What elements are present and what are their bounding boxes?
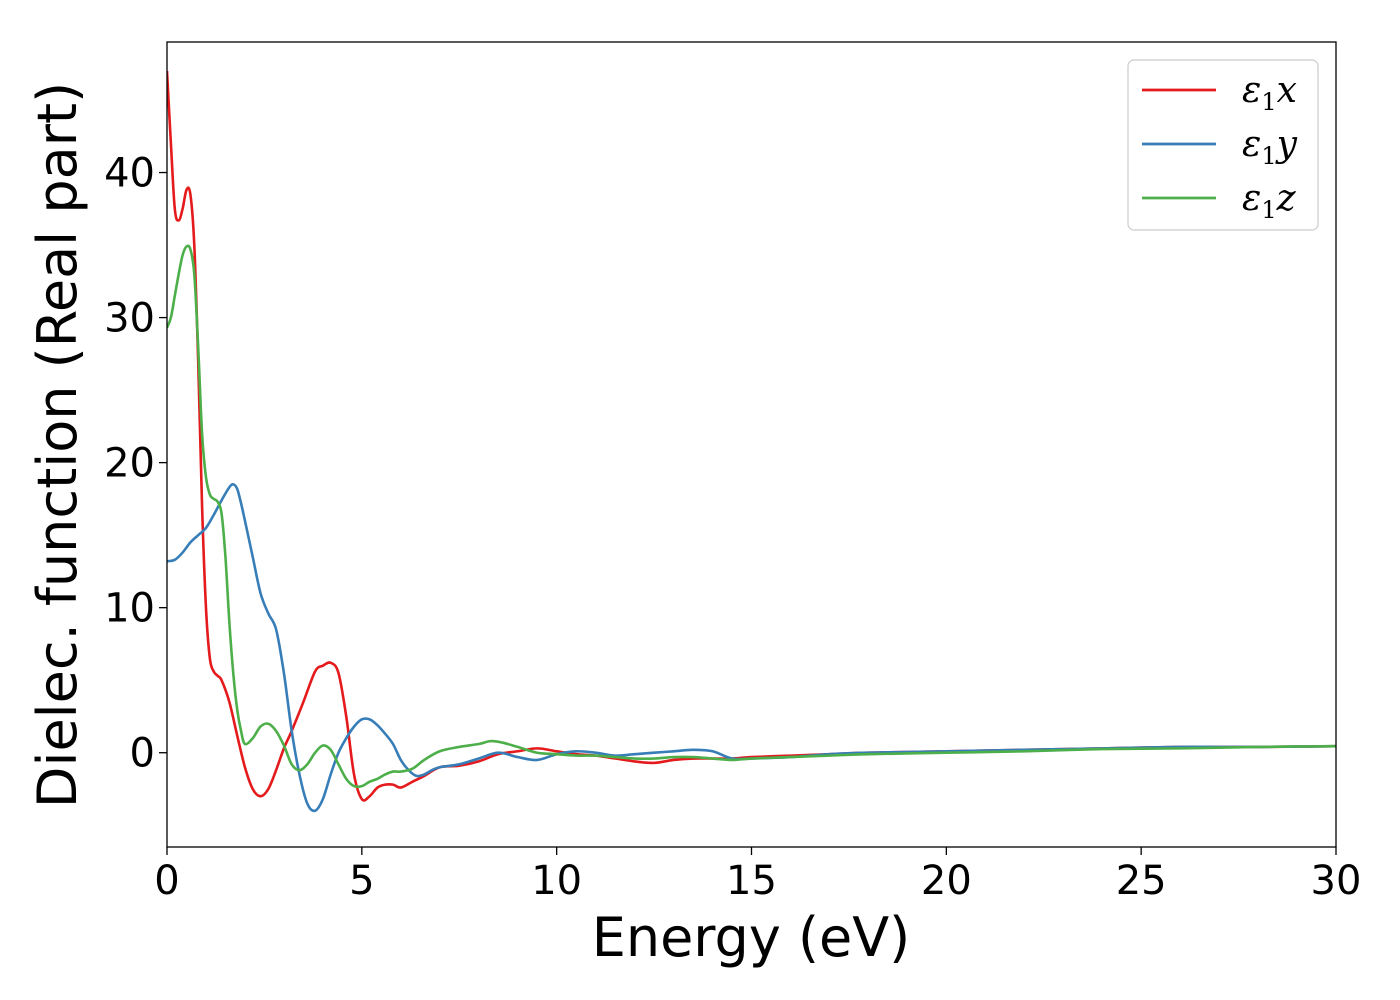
x-axis-title: Energy (eV): [592, 906, 911, 969]
legend-box: [1127, 59, 1319, 231]
x-tick-label: 25: [1116, 858, 1167, 904]
legend: ε1x ε1y ε1z: [1127, 59, 1319, 231]
legend-label-x: ε1x: [1242, 70, 1297, 116]
legend-label-z: ε1z: [1242, 178, 1297, 224]
x-tick-label: 5: [349, 858, 374, 904]
y-tick-label: 0: [130, 731, 155, 777]
x-tick-label: 10: [531, 858, 582, 904]
x-axis-ticks: 0 5 10 15 20 25 30: [154, 847, 1361, 904]
x-tick-label: 30: [1311, 858, 1362, 904]
x-tick-label: 20: [921, 858, 972, 904]
x-tick-label: 15: [726, 858, 777, 904]
y-axis-ticks: 0 10 20 30 40: [104, 151, 167, 777]
series-layer: [167, 70, 1336, 813]
legend-label-y: ε1y: [1242, 124, 1298, 170]
y-tick-label: 10: [104, 586, 155, 632]
y-tick-label: 30: [104, 296, 155, 342]
series-line-z: [167, 244, 1336, 789]
y-axis-title: Dielec. function (Real part): [26, 82, 89, 808]
y-tick-label: 20: [104, 441, 155, 487]
y-tick-label: 40: [104, 151, 155, 197]
x-tick-label: 0: [154, 858, 179, 904]
